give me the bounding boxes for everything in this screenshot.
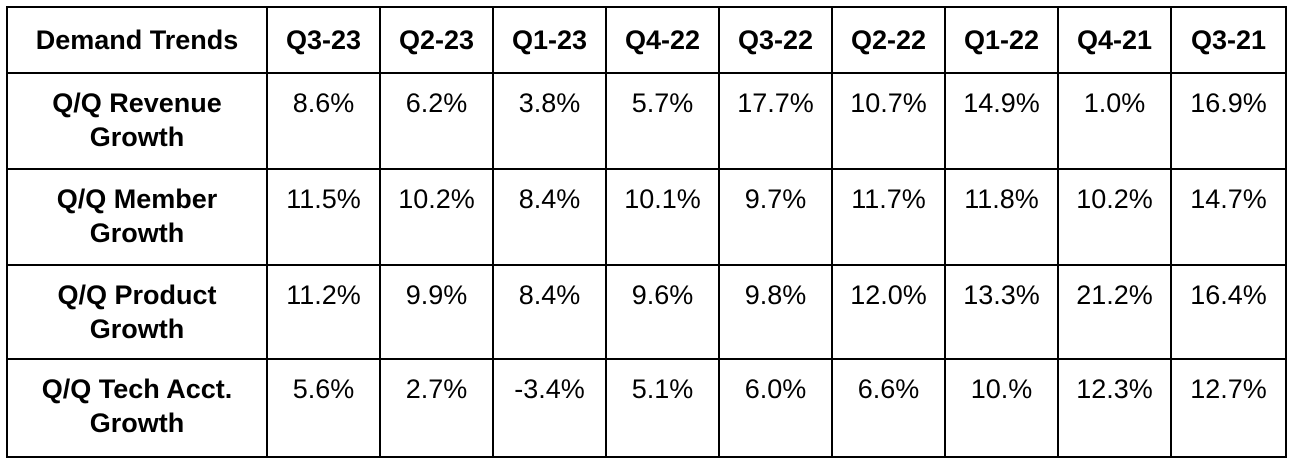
column-header: Q2-22 — [831, 6, 946, 74]
table-cell: 12.7% — [1170, 358, 1287, 458]
table-cell: 2.7% — [379, 358, 494, 458]
table-cell: 11.5% — [266, 168, 381, 266]
row-label: Q/Q Tech Acct. Growth — [6, 358, 268, 458]
table-cell: 8.4% — [492, 168, 607, 266]
corner-header: Demand Trends — [6, 6, 268, 74]
table-row: Q/Q Member Growth 11.5% 10.2% 8.4% 10.1%… — [6, 168, 1287, 266]
table-cell: 11.7% — [831, 168, 946, 266]
table-cell: 6.0% — [718, 358, 833, 458]
table-cell: 9.6% — [605, 264, 720, 360]
column-header: Q4-22 — [605, 6, 720, 74]
table-cell: 3.8% — [492, 72, 607, 170]
table-cell: 13.3% — [944, 264, 1059, 360]
table-cell: 5.6% — [266, 358, 381, 458]
table-cell: 11.2% — [266, 264, 381, 360]
table-cell: 14.7% — [1170, 168, 1287, 266]
row-label: Q/Q Member Growth — [6, 168, 268, 266]
row-label: Q/Q Revenue Growth — [6, 72, 268, 170]
table-row: Q/Q Tech Acct. Growth 5.6% 2.7% -3.4% 5.… — [6, 358, 1287, 458]
table-cell: -3.4% — [492, 358, 607, 458]
table-cell: 6.2% — [379, 72, 494, 170]
column-header: Q4-21 — [1057, 6, 1172, 74]
table-cell: 10.2% — [379, 168, 494, 266]
column-header: Q3-21 — [1170, 6, 1287, 74]
table-cell: 21.2% — [1057, 264, 1172, 360]
column-header: Q1-22 — [944, 6, 1059, 74]
table-cell: 17.7% — [718, 72, 833, 170]
table-cell: 8.4% — [492, 264, 607, 360]
table-cell: 12.3% — [1057, 358, 1172, 458]
row-label: Q/Q Product Growth — [6, 264, 268, 360]
table-row: Q/Q Product Growth 11.2% 9.9% 8.4% 9.6% … — [6, 264, 1287, 360]
column-header: Q1-23 — [492, 6, 607, 74]
table-cell: 5.7% — [605, 72, 720, 170]
column-header: Q3-23 — [266, 6, 381, 74]
table-cell: 10.7% — [831, 72, 946, 170]
demand-trends-table: Demand Trends Q3-23 Q2-23 Q1-23 Q4-22 Q3… — [6, 6, 1287, 458]
table-cell: 16.4% — [1170, 264, 1287, 360]
table-cell: 10.% — [944, 358, 1059, 458]
table-cell: 12.0% — [831, 264, 946, 360]
table-cell: 5.1% — [605, 358, 720, 458]
table-row: Q/Q Revenue Growth 8.6% 6.2% 3.8% 5.7% 1… — [6, 72, 1287, 170]
table-cell: 9.9% — [379, 264, 494, 360]
table-header-row: Demand Trends Q3-23 Q2-23 Q1-23 Q4-22 Q3… — [6, 6, 1287, 74]
table-cell: 9.8% — [718, 264, 833, 360]
table-cell: 10.2% — [1057, 168, 1172, 266]
table-cell: 14.9% — [944, 72, 1059, 170]
column-header: Q3-22 — [718, 6, 833, 74]
table-cell: 6.6% — [831, 358, 946, 458]
column-header: Q2-23 — [379, 6, 494, 74]
table-cell: 9.7% — [718, 168, 833, 266]
table-cell: 16.9% — [1170, 72, 1287, 170]
table-cell: 8.6% — [266, 72, 381, 170]
table-cell: 11.8% — [944, 168, 1059, 266]
table-cell: 10.1% — [605, 168, 720, 266]
table-cell: 1.0% — [1057, 72, 1172, 170]
